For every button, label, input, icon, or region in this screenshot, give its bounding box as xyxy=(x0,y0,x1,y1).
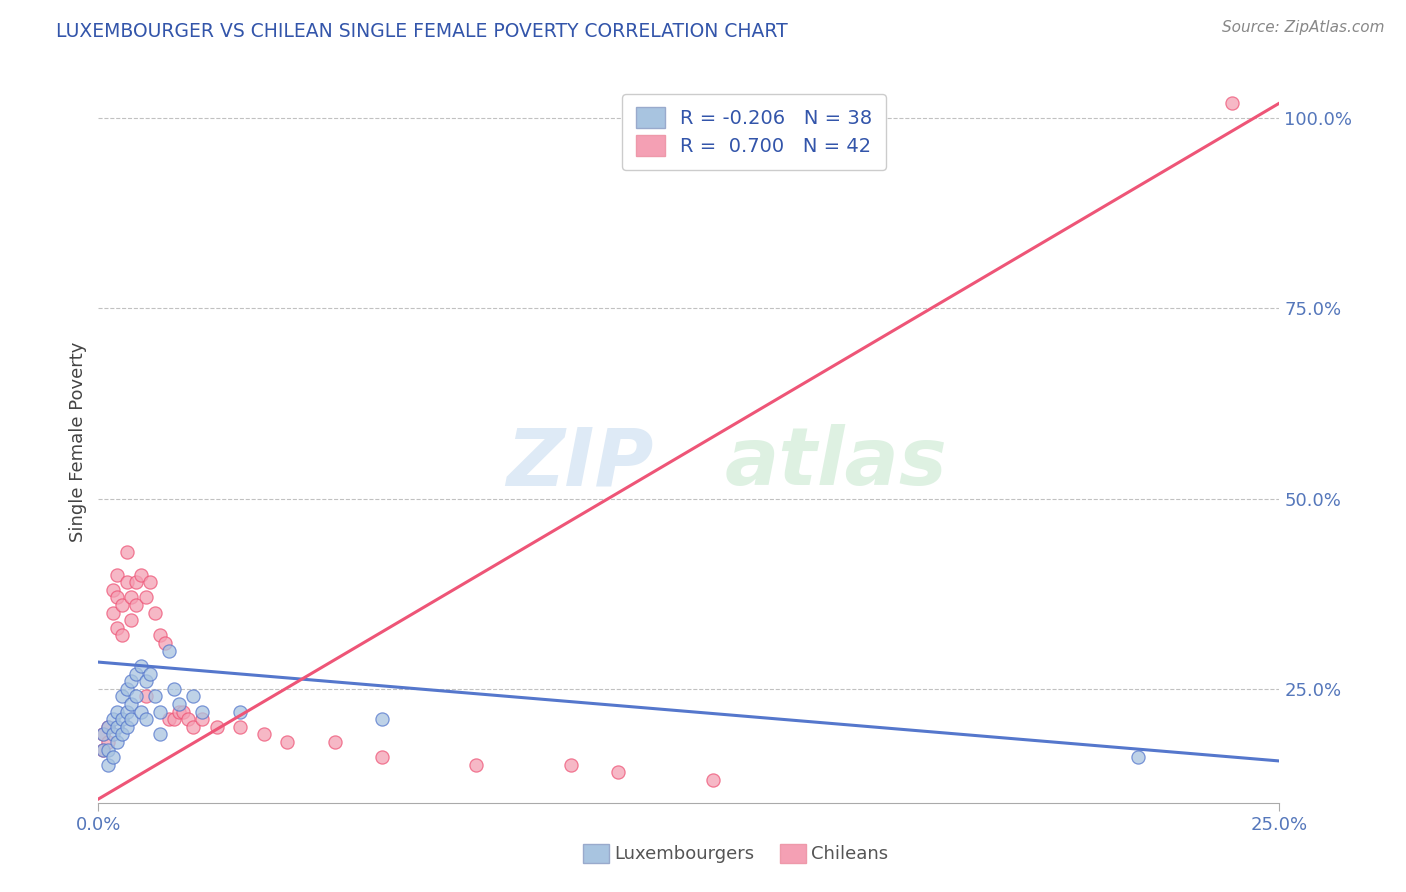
Point xyxy=(111,628,134,642)
Point xyxy=(115,575,138,590)
Point xyxy=(105,567,128,582)
Point xyxy=(115,545,138,559)
Point xyxy=(125,666,148,681)
Point xyxy=(105,705,128,719)
Point xyxy=(149,727,172,741)
Point xyxy=(91,742,114,756)
Point xyxy=(1220,96,1243,111)
Point xyxy=(167,705,190,719)
Point xyxy=(465,757,488,772)
Point xyxy=(177,712,200,726)
Point xyxy=(607,765,630,780)
Point xyxy=(181,720,204,734)
Point xyxy=(143,690,166,704)
Point xyxy=(135,690,157,704)
Point xyxy=(91,727,114,741)
Point xyxy=(101,750,124,764)
Point xyxy=(371,750,394,764)
Point xyxy=(1126,750,1149,764)
Point xyxy=(115,681,138,696)
Point xyxy=(129,705,152,719)
Point xyxy=(139,575,162,590)
Point xyxy=(702,772,724,787)
Text: Chileans: Chileans xyxy=(811,845,889,863)
Point xyxy=(191,705,214,719)
Point xyxy=(139,666,162,681)
Point xyxy=(91,727,114,741)
Text: LUXEMBOURGER VS CHILEAN SINGLE FEMALE POVERTY CORRELATION CHART: LUXEMBOURGER VS CHILEAN SINGLE FEMALE PO… xyxy=(56,22,787,41)
Point xyxy=(115,705,138,719)
Point xyxy=(135,591,157,605)
Text: Luxembourgers: Luxembourgers xyxy=(614,845,755,863)
Point xyxy=(105,621,128,635)
Text: Source: ZipAtlas.com: Source: ZipAtlas.com xyxy=(1222,20,1385,35)
Point xyxy=(153,636,176,650)
Point xyxy=(111,712,134,726)
Point xyxy=(121,712,143,726)
Point xyxy=(149,628,172,642)
Point xyxy=(371,712,394,726)
Point xyxy=(125,598,148,612)
Point xyxy=(253,727,276,741)
Point xyxy=(111,690,134,704)
Point xyxy=(111,598,134,612)
Point xyxy=(560,757,582,772)
Point xyxy=(121,674,143,689)
Point xyxy=(163,681,186,696)
Point xyxy=(97,757,120,772)
Point xyxy=(135,674,157,689)
Point xyxy=(105,591,128,605)
Point xyxy=(181,690,204,704)
Point xyxy=(101,712,124,726)
Text: atlas: atlas xyxy=(724,425,948,502)
Point xyxy=(229,705,252,719)
Point xyxy=(101,606,124,620)
Point xyxy=(111,727,134,741)
Legend: R = -0.206   N = 38, R =  0.700   N = 42: R = -0.206 N = 38, R = 0.700 N = 42 xyxy=(621,94,886,170)
Point xyxy=(125,690,148,704)
Point xyxy=(135,712,157,726)
Point xyxy=(101,727,124,741)
Point xyxy=(97,720,120,734)
Point xyxy=(276,735,298,749)
Point xyxy=(205,720,228,734)
Point xyxy=(115,720,138,734)
Point xyxy=(121,591,143,605)
Point xyxy=(97,720,120,734)
Point xyxy=(125,575,148,590)
Point xyxy=(97,742,120,756)
Point xyxy=(167,697,190,711)
Point xyxy=(105,720,128,734)
Point xyxy=(157,643,180,657)
Y-axis label: Single Female Poverty: Single Female Poverty xyxy=(69,342,87,541)
Point xyxy=(91,742,114,756)
Point xyxy=(105,735,128,749)
Point xyxy=(157,712,180,726)
Text: ZIP: ZIP xyxy=(506,425,654,502)
Point xyxy=(149,705,172,719)
Point xyxy=(229,720,252,734)
Point xyxy=(172,705,194,719)
Point xyxy=(121,697,143,711)
Point xyxy=(129,659,152,673)
Point xyxy=(143,606,166,620)
Point xyxy=(97,735,120,749)
Point xyxy=(163,712,186,726)
Point xyxy=(101,582,124,597)
Point xyxy=(191,712,214,726)
Point xyxy=(121,613,143,627)
Point xyxy=(323,735,346,749)
Point xyxy=(129,567,152,582)
